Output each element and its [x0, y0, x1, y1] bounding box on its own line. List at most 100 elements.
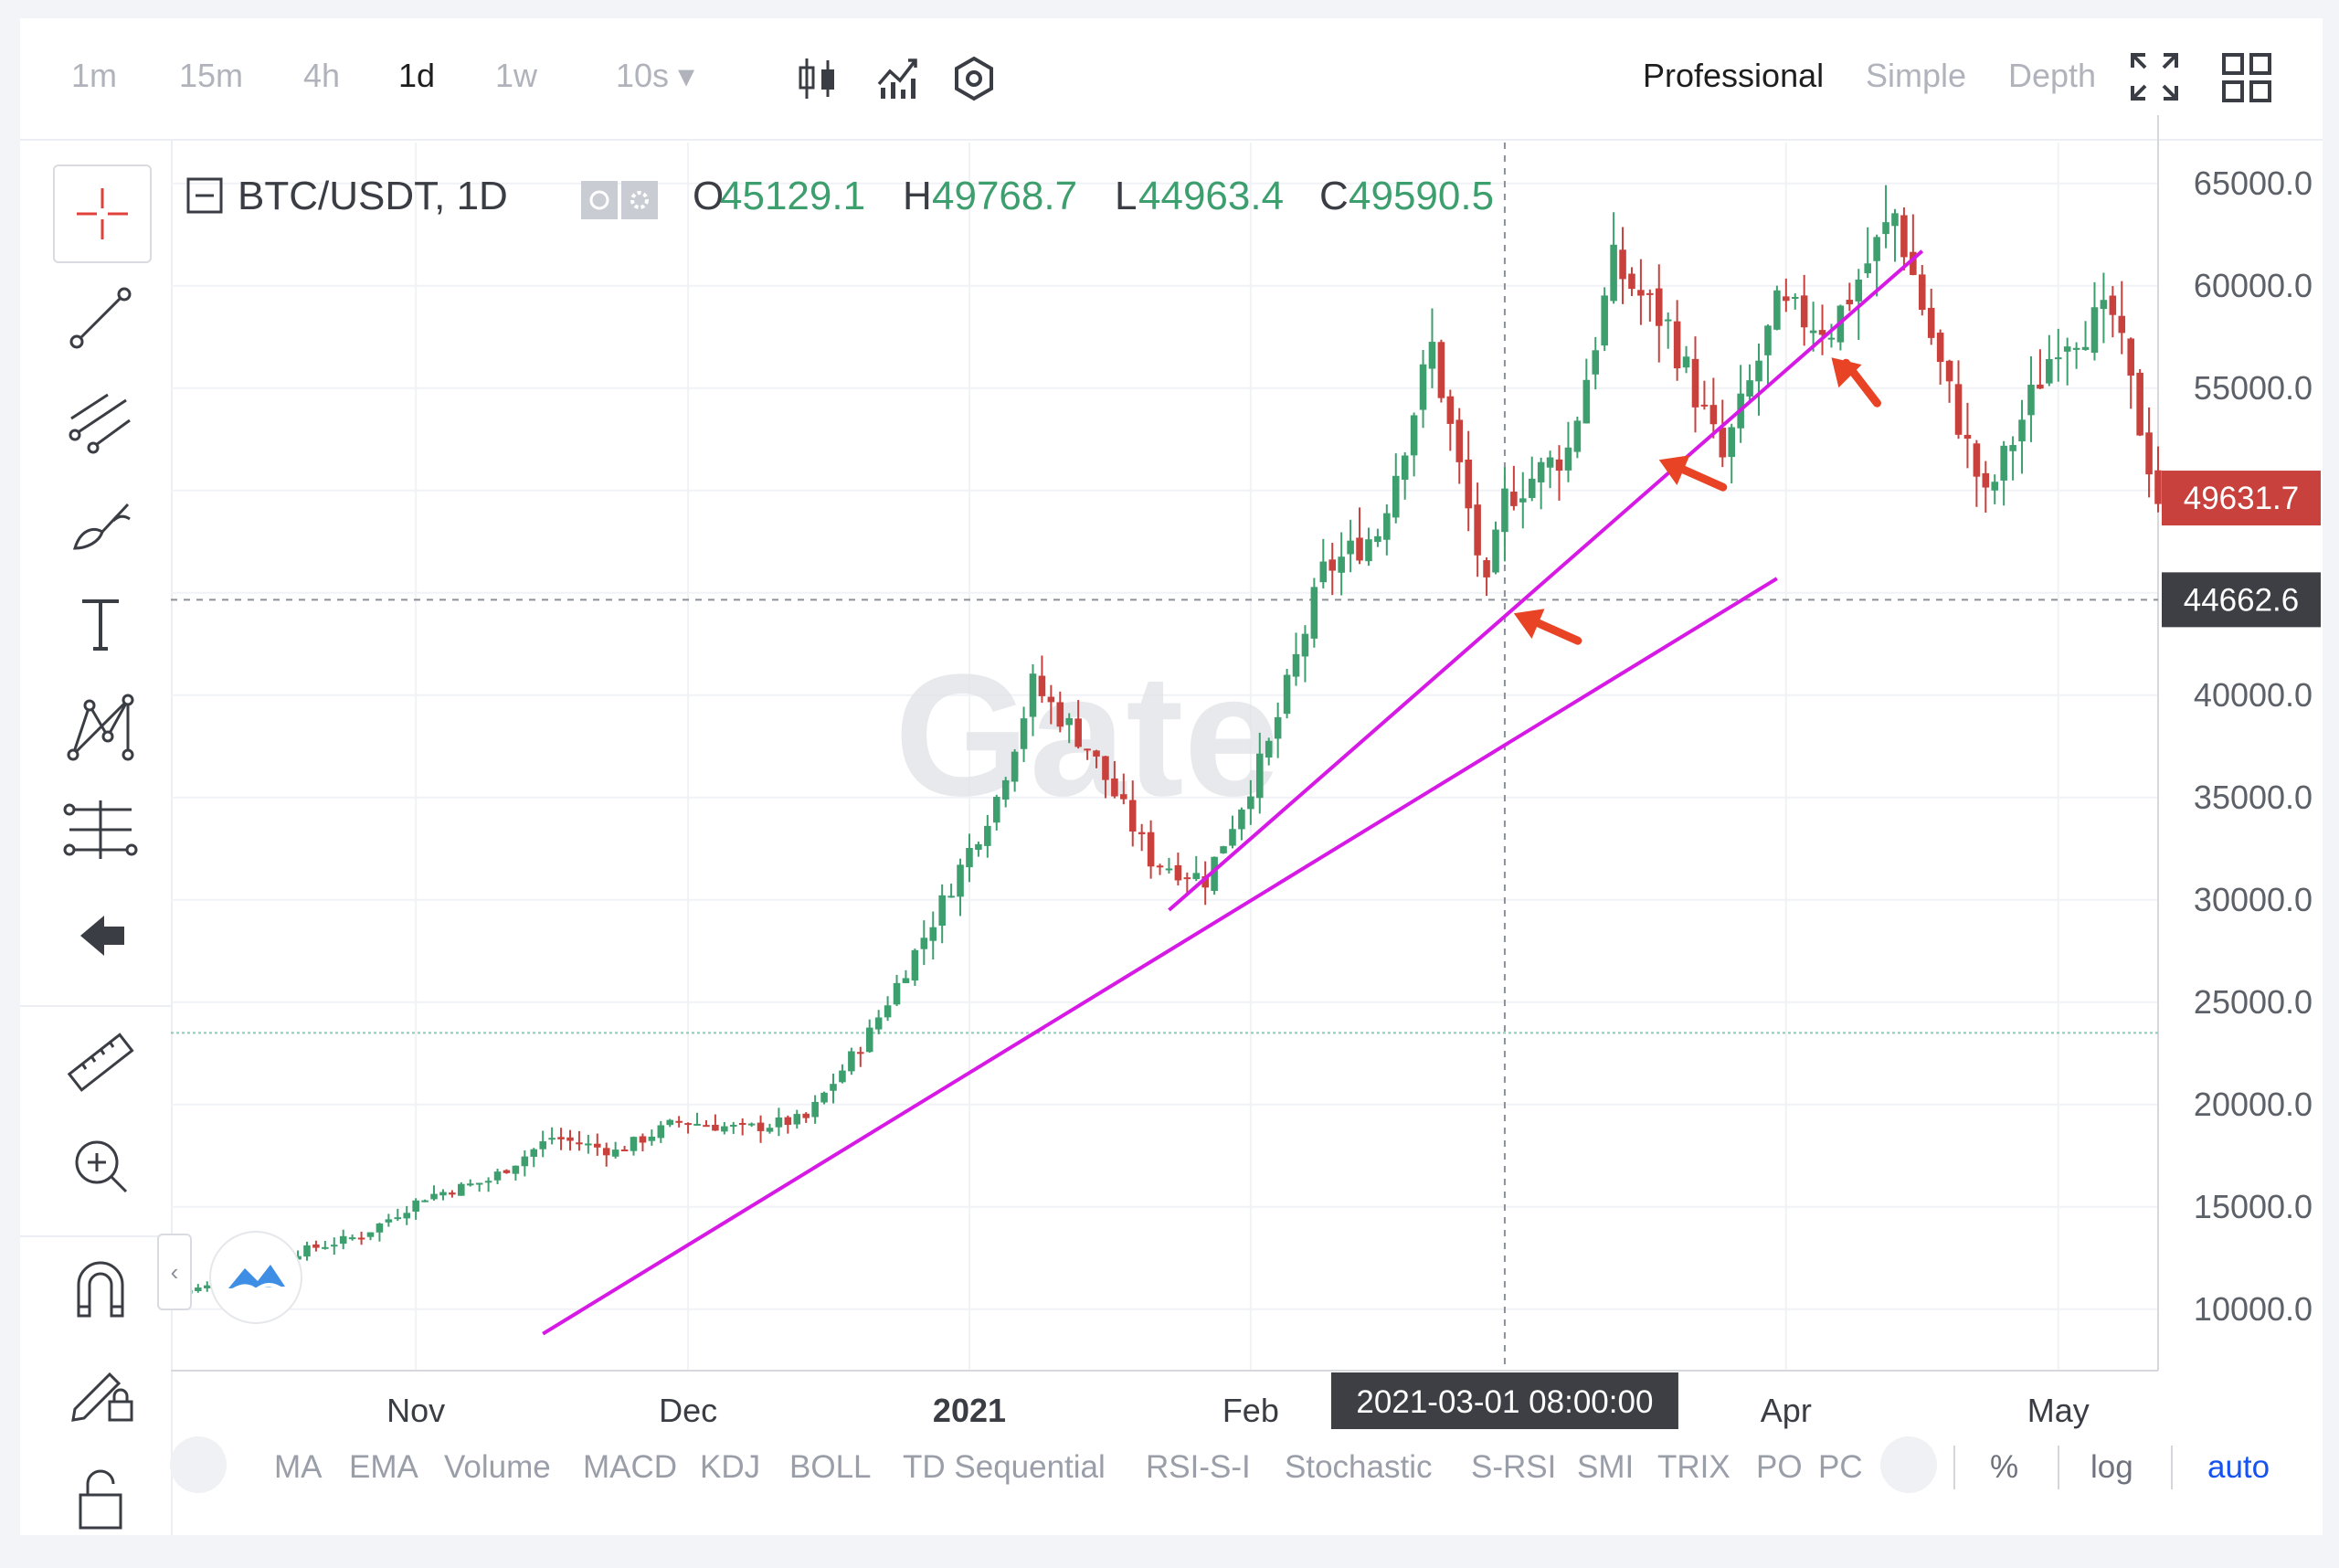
magnet-icon[interactable]	[53, 1243, 148, 1338]
indicator-pc[interactable]: PC	[1818, 1449, 1863, 1485]
annotation-arrows	[1513, 357, 1881, 645]
candle-body	[865, 1027, 873, 1053]
candle-body	[566, 1137, 574, 1141]
candle-body	[339, 1235, 347, 1245]
candle-body	[1555, 459, 1563, 471]
price-tick-label: 60000.0	[2194, 267, 2313, 304]
indicator-stochastic[interactable]: Stochastic	[1285, 1449, 1433, 1485]
indicator-icon[interactable]	[875, 55, 921, 102]
pattern-tool-icon[interactable]	[53, 680, 148, 775]
open-value: 45129.1	[720, 174, 866, 218]
candle-body	[1192, 873, 1201, 880]
toolbar-divider	[20, 1235, 171, 1237]
candle-body	[195, 1287, 202, 1291]
scale-divider	[1953, 1446, 1955, 1489]
candle-body	[1474, 504, 1481, 556]
grid-layout-icon[interactable]	[2220, 51, 2273, 104]
indicator-td-sequential[interactable]: TD Sequential	[903, 1449, 1106, 1485]
candle-body	[449, 1192, 456, 1195]
mode-simple[interactable]: Simple	[1866, 57, 1967, 94]
timeframe-1w[interactable]: 1w	[495, 57, 538, 94]
text-tool-icon[interactable]	[53, 576, 148, 671]
candle-body	[747, 1123, 756, 1126]
indicator-s-rsi[interactable]: S-RSI	[1471, 1449, 1557, 1485]
candle-body	[911, 949, 919, 981]
expand-toolbar-button[interactable]: ‹	[157, 1234, 192, 1310]
pitchfork-icon[interactable]	[53, 373, 148, 468]
candle-body	[493, 1171, 502, 1181]
candle-body	[1437, 342, 1445, 398]
brush-icon[interactable]	[53, 475, 148, 570]
indicator-ma[interactable]: MA	[274, 1449, 323, 1485]
mode-professional[interactable]: Professional	[1643, 57, 1825, 94]
time-axis[interactable]: Nov Dec 2021 Feb Apr May 2021-03-01 08:00:00	[386, 1372, 2090, 1429]
candle-body	[1183, 877, 1191, 880]
candle-body	[984, 825, 991, 846]
ruler-icon[interactable]	[53, 1016, 148, 1111]
fullscreen-icon[interactable]	[2129, 51, 2180, 102]
candle-body	[357, 1237, 365, 1240]
timeframe-dropdown[interactable]: 10s ▾	[616, 57, 695, 94]
back-arrow-icon[interactable]	[53, 888, 148, 983]
candle-body	[2081, 346, 2090, 350]
candle-body	[757, 1122, 765, 1131]
log-scale-toggle[interactable]: log	[2090, 1449, 2133, 1485]
candle-body	[712, 1124, 719, 1131]
candle-body	[784, 1117, 792, 1126]
indicator-volume[interactable]: Volume	[444, 1449, 551, 1485]
indicator-boll[interactable]: BOLL	[789, 1449, 872, 1485]
collapse-legend-icon[interactable]	[185, 175, 227, 217]
candle-body	[1238, 809, 1245, 830]
indicator-trix[interactable]: TRIX	[1657, 1449, 1730, 1485]
legend-visibility-icons[interactable]	[581, 181, 658, 219]
settings-icon[interactable]	[950, 55, 998, 102]
indicator-rsi-s-i[interactable]: RSI-S-I	[1146, 1449, 1251, 1485]
candle-body	[1519, 498, 1527, 503]
price-chart[interactable]: Gate 10000.0 15000.0 20000.0 25000.0 30000.0…	[20, 18, 2323, 1535]
candle-body	[430, 1193, 438, 1200]
indicator-po[interactable]: PO	[1756, 1449, 1803, 1485]
candle-body	[602, 1148, 610, 1156]
crosshair-tool[interactable]	[53, 164, 152, 263]
candle-body	[1310, 587, 1318, 639]
candle-body	[394, 1217, 402, 1220]
indicator-macd[interactable]: MACD	[583, 1449, 678, 1485]
indicator-smi[interactable]: SMI	[1577, 1449, 1635, 1485]
trendline	[542, 577, 1778, 1336]
close-value: 49590.5	[1349, 174, 1495, 218]
auto-scale-toggle[interactable]: auto	[2207, 1449, 2270, 1485]
fibonacci-tool-icon[interactable]	[53, 782, 148, 877]
candle-body	[412, 1200, 419, 1213]
candle-body	[1292, 653, 1300, 677]
candle-body	[1537, 461, 1545, 482]
candle-body	[548, 1138, 556, 1140]
crosshair-icon	[77, 188, 128, 239]
candle-body	[1945, 360, 1953, 382]
timeframe-15m[interactable]: 15m	[179, 57, 244, 94]
trendline-icon[interactable]	[53, 270, 148, 366]
lock-drawing-icon[interactable]	[53, 1345, 148, 1440]
percent-scale-toggle[interactable]: %	[1990, 1449, 2019, 1485]
candle-body	[992, 797, 1000, 823]
zoom-in-icon[interactable]	[53, 1118, 148, 1213]
candle-body	[1864, 263, 1871, 274]
timeframe-1d[interactable]: 1d	[398, 57, 436, 94]
candle-body	[1220, 846, 1227, 853]
indicator-kdj[interactable]: KDJ	[700, 1449, 761, 1485]
timeframe-1m[interactable]: 1m	[71, 57, 118, 94]
scroll-left-button[interactable]	[170, 1436, 227, 1493]
candle-body	[1546, 457, 1554, 468]
price-axis[interactable]: 10000.0 15000.0 20000.0 25000.0 30000.0 35000…	[2194, 164, 2313, 1328]
timeframe-4h[interactable]: 4h	[303, 57, 341, 94]
candle-body	[1401, 455, 1409, 480]
scroll-right-button[interactable]	[1880, 1436, 1937, 1493]
crosshair-date-label: 2021-03-01 08:00:00	[1356, 1384, 1653, 1420]
mode-depth[interactable]: Depth	[2008, 57, 2097, 94]
candle-body	[1719, 428, 1727, 458]
candle-body	[1783, 296, 1790, 302]
candlestick-icon[interactable]	[795, 55, 841, 102]
indicator-ema[interactable]: EMA	[349, 1449, 418, 1485]
candle-body	[2072, 347, 2080, 350]
time-tick-label: Nov	[386, 1392, 445, 1429]
unlock-icon[interactable]	[53, 1447, 148, 1535]
